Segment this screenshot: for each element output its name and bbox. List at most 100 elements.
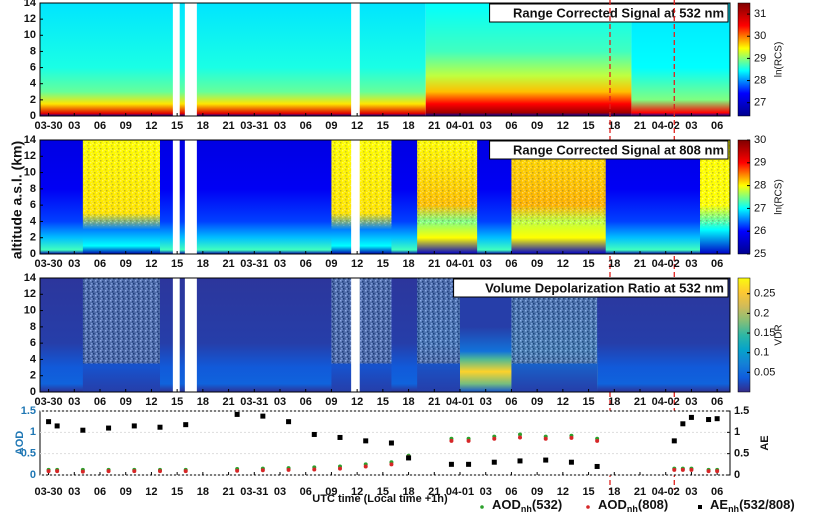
point bbox=[491, 459, 497, 465]
noise-region bbox=[82, 140, 160, 226]
y2-tick-label: 1.5 bbox=[734, 405, 749, 417]
colorbar-tick-label: 26 bbox=[754, 225, 766, 237]
y-tick-label: 14 bbox=[24, 272, 37, 284]
x-tick-label: 09 bbox=[531, 486, 543, 498]
panel-title: Range Corrected Signal at 532 nm bbox=[513, 5, 724, 20]
y-tick-label: 12 bbox=[24, 150, 36, 162]
x-tick-label: 18 bbox=[608, 258, 620, 270]
x-tick-label: 03 bbox=[685, 120, 697, 132]
colorbar-tick-label: 0.15 bbox=[754, 327, 775, 339]
point bbox=[46, 419, 52, 425]
colorbar-tick-label: 28 bbox=[754, 74, 766, 86]
point bbox=[569, 435, 574, 440]
y-tick-label: 6 bbox=[30, 61, 36, 73]
point bbox=[235, 468, 240, 473]
point bbox=[518, 435, 522, 440]
x-tick-label: 03 bbox=[68, 120, 80, 132]
x-tick-label: 04-02 bbox=[652, 120, 680, 132]
point bbox=[517, 458, 523, 464]
x-tick-label: 21 bbox=[428, 120, 440, 132]
point bbox=[680, 421, 686, 427]
x-tick-label: 15 bbox=[377, 120, 389, 132]
colorbar-tick-label: 30 bbox=[754, 134, 766, 146]
point bbox=[671, 438, 677, 444]
x-tick-label: 03 bbox=[274, 120, 286, 132]
x-tick-label: 12 bbox=[145, 258, 157, 270]
data-gap bbox=[351, 3, 360, 116]
x-tick-label: 04-02 bbox=[652, 258, 680, 270]
point bbox=[311, 431, 317, 437]
x-tick-label: 06 bbox=[300, 396, 312, 408]
legend-label: AEnh(532/808) bbox=[710, 497, 795, 514]
x-tick-label: 09 bbox=[531, 396, 543, 408]
x-tick-label: 03 bbox=[480, 396, 492, 408]
x-tick-label: 18 bbox=[402, 120, 414, 132]
point bbox=[183, 422, 189, 428]
x-tick-label: 06 bbox=[505, 120, 517, 132]
x-tick-label: 03 bbox=[480, 258, 492, 270]
x-tick-label: 09 bbox=[120, 258, 132, 270]
x-tick-label: 06 bbox=[505, 396, 517, 408]
x-tick-label: 15 bbox=[582, 258, 594, 270]
point bbox=[594, 463, 600, 469]
y-tick-label: 14 bbox=[24, 0, 37, 9]
point bbox=[158, 469, 162, 474]
data-gap bbox=[351, 278, 360, 392]
point bbox=[543, 457, 549, 463]
data-gap bbox=[172, 3, 180, 116]
x-tick-label: 03 bbox=[274, 258, 286, 270]
colorbar-tick-label: 29 bbox=[754, 52, 766, 64]
x-tick-label: 03 bbox=[480, 486, 492, 498]
point bbox=[448, 461, 454, 467]
x-tick-label: 15 bbox=[582, 486, 594, 498]
colorbar-tick-label: 29 bbox=[754, 157, 766, 169]
point bbox=[492, 436, 497, 441]
x-tick-label: 15 bbox=[582, 396, 594, 408]
title-box bbox=[489, 3, 729, 23]
point bbox=[337, 434, 343, 440]
title-box bbox=[453, 278, 729, 298]
x-tick-label: 09 bbox=[325, 120, 337, 132]
x-tick-label: 04-02 bbox=[652, 486, 680, 498]
point bbox=[568, 459, 574, 465]
x-tick-label: 21 bbox=[222, 396, 234, 408]
colorbar-label: VDR bbox=[774, 324, 785, 345]
x-tick-label: 21 bbox=[222, 258, 234, 270]
x-tick-label: 06 bbox=[711, 486, 723, 498]
point bbox=[131, 423, 137, 429]
x-tick-label: 12 bbox=[557, 258, 569, 270]
x-tick-label: 03-31 bbox=[240, 396, 268, 408]
x-tick-label: 03-30 bbox=[35, 396, 63, 408]
x-tick-label: 21 bbox=[634, 120, 646, 132]
legend-marker bbox=[698, 505, 702, 509]
y-tick-label: 4 bbox=[30, 78, 37, 90]
point bbox=[54, 423, 60, 429]
x-tick-label: 15 bbox=[171, 396, 183, 408]
x-tick-label: 06 bbox=[711, 396, 723, 408]
point bbox=[714, 416, 720, 422]
x-tick-label: 03-31 bbox=[240, 258, 268, 270]
y-tick-label: 0.5 bbox=[21, 448, 36, 460]
title-box bbox=[489, 140, 729, 160]
point bbox=[518, 432, 522, 437]
y-tick-label: 12 bbox=[24, 13, 36, 25]
x-tick-label: 09 bbox=[120, 120, 132, 132]
x-tick-label: 15 bbox=[582, 120, 594, 132]
plot-frame bbox=[39, 277, 731, 393]
legend-label: AODnh(808) bbox=[598, 497, 668, 514]
x-tick-label: 06 bbox=[300, 120, 312, 132]
x-tick-label: 12 bbox=[557, 396, 569, 408]
data-gap bbox=[172, 278, 180, 392]
data-gap bbox=[351, 140, 360, 254]
x-tick-label: 03 bbox=[274, 486, 286, 498]
data-gap bbox=[172, 140, 180, 254]
x-tick-label: 09 bbox=[531, 258, 543, 270]
x-tick-label: 21 bbox=[222, 120, 234, 132]
point bbox=[46, 469, 51, 474]
y-tick-label: 10 bbox=[24, 304, 36, 316]
x-tick-label: 06 bbox=[711, 120, 723, 132]
x-tick-label: 18 bbox=[608, 486, 620, 498]
point bbox=[132, 469, 137, 474]
point bbox=[80, 469, 85, 474]
point bbox=[388, 440, 394, 446]
